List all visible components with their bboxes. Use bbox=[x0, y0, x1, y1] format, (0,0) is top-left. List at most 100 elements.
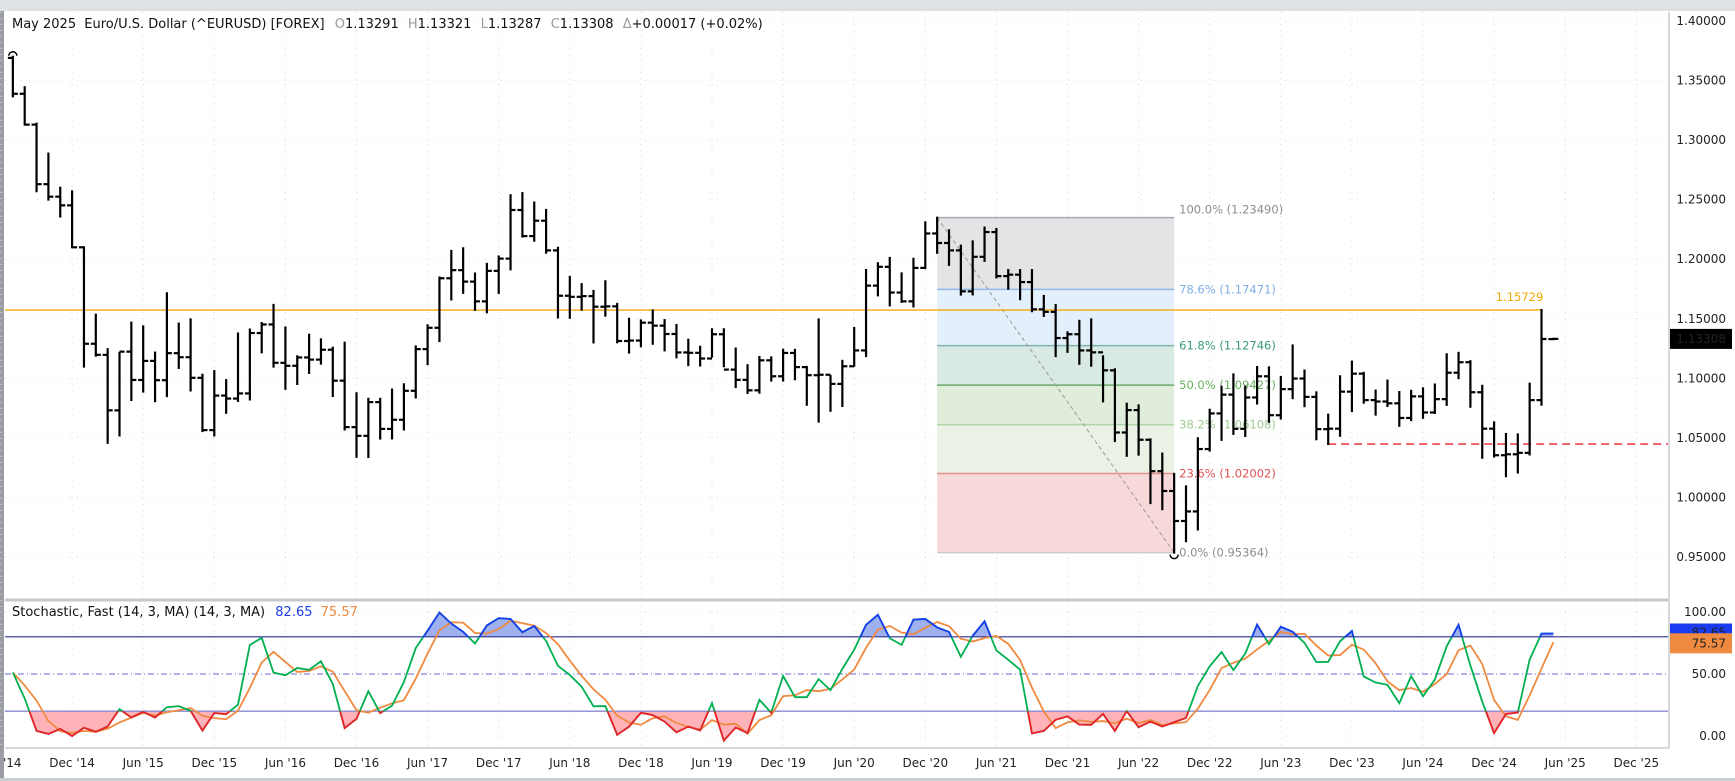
time-tick-label: Dec '20 bbox=[902, 756, 948, 770]
ohlc-bar bbox=[233, 332, 243, 402]
ohlc-bar bbox=[801, 365, 812, 406]
ohlc-bar bbox=[375, 397, 386, 440]
time-tick-label: Dec '15 bbox=[191, 756, 237, 770]
ohlc-bar bbox=[1216, 385, 1227, 441]
high-key: H bbox=[408, 17, 418, 32]
price-tick-label: 1.30000 bbox=[1676, 133, 1726, 147]
bottom-border bbox=[0, 778, 1735, 781]
ohlc-bar bbox=[600, 280, 611, 317]
ohlc-bar bbox=[635, 319, 646, 348]
ohlc-bar bbox=[1275, 375, 1286, 420]
ohlc-bar bbox=[529, 201, 540, 242]
ohlc-bar bbox=[280, 326, 291, 390]
ohlc-bar bbox=[7, 55, 18, 98]
open-key: O bbox=[335, 17, 345, 32]
time-tick-label: Jun '17 bbox=[406, 756, 448, 770]
ohlc-bar bbox=[1548, 337, 1559, 341]
ohlc-bar bbox=[351, 392, 362, 458]
stochastic-tick-label: 0.00 bbox=[1699, 729, 1726, 743]
ohlc-bar bbox=[173, 322, 184, 369]
ohlc-bar bbox=[1109, 368, 1120, 443]
time-tick-label: Jun '16 bbox=[264, 756, 306, 770]
ohlc-bar bbox=[43, 152, 54, 201]
ohlc-bar bbox=[1240, 385, 1251, 437]
fib-level-label: 100.0% (1.23490) bbox=[1179, 203, 1283, 217]
gridlines bbox=[0, 12, 1669, 747]
ohlc-bar bbox=[1335, 375, 1346, 437]
ohlc-bar bbox=[1311, 391, 1322, 441]
ohlc-bar bbox=[221, 379, 232, 414]
open-value: 1.13291 bbox=[345, 17, 399, 32]
ohlc-bar bbox=[778, 348, 789, 382]
ohlc-bar bbox=[244, 328, 255, 401]
ohlc-bar bbox=[268, 303, 279, 368]
change-key: Δ bbox=[623, 17, 632, 32]
ohlc-bar bbox=[1477, 384, 1488, 459]
ohlc-bar bbox=[1263, 366, 1274, 423]
ohlc-bar bbox=[564, 275, 575, 319]
stochastic-d-value: 75.57 bbox=[321, 605, 358, 620]
left-border bbox=[0, 11, 4, 781]
ohlc-bar bbox=[1382, 379, 1393, 408]
ohlc-bar bbox=[541, 208, 552, 254]
close-value: 1.13308 bbox=[560, 17, 614, 32]
ohlc-bar bbox=[1453, 351, 1464, 380]
ohlc-bar bbox=[1204, 408, 1215, 452]
ohlc-bar bbox=[932, 216, 943, 254]
ohlc-bar bbox=[1500, 432, 1511, 478]
price-tick-label: 0.95000 bbox=[1676, 550, 1726, 564]
ohlc-bar bbox=[884, 256, 895, 307]
price-tick-label: 1.35000 bbox=[1676, 74, 1726, 88]
ohlc-bar bbox=[896, 272, 907, 303]
ohlc-bar bbox=[1098, 351, 1109, 403]
ohlc-bar bbox=[1358, 371, 1369, 404]
stochastic-k-value: 82.65 bbox=[275, 605, 312, 620]
ohlc-bar bbox=[209, 370, 220, 437]
ohlc-bar bbox=[718, 328, 729, 371]
oversold-fill bbox=[12, 711, 1554, 741]
ohlc-bar bbox=[1465, 360, 1476, 408]
time-axis[interactable]: Jun '14 Dec '14 Jun '15 Dec '15 Jun '16 Dec '… bbox=[0, 756, 1659, 770]
horizontal-lines[interactable]: 1.15729 bbox=[5, 290, 1669, 445]
ohlc-bar bbox=[766, 356, 777, 382]
fibonacci-retracement[interactable]: 100.0% (1.23490) 78.6% (1.17471) 61.8% (1.… bbox=[936, 203, 1283, 560]
time-tick-label: Dec '16 bbox=[334, 756, 380, 770]
ohlc-bar bbox=[161, 292, 172, 398]
ohlc-bar bbox=[967, 240, 978, 296]
fib-trend-line bbox=[936, 217, 1175, 553]
ohlc-bar bbox=[1287, 344, 1298, 400]
price-axis[interactable]: 1.40000 1.35000 1.30000 1.25000 1.20000 1.150… bbox=[1670, 14, 1732, 564]
fib-level-label: 78.6% (1.17471) bbox=[1179, 282, 1276, 296]
ohlc-bar bbox=[730, 347, 741, 389]
pivot-high-marker bbox=[8, 50, 18, 56]
ohlc-bar bbox=[1133, 404, 1144, 456]
ohlc-bar bbox=[150, 351, 161, 403]
time-tick-label: Dec '25 bbox=[1613, 756, 1659, 770]
time-tick-label: Jun '21 bbox=[975, 756, 1017, 770]
ohlc-bar bbox=[695, 345, 706, 367]
time-tick-label: Dec '22 bbox=[1187, 756, 1233, 770]
low-value: 1.13287 bbox=[488, 17, 542, 32]
ohlc-bar bbox=[481, 262, 492, 314]
ohlc-bar bbox=[339, 341, 350, 431]
ohlc-bar bbox=[434, 276, 445, 343]
stochastic-tick-label: 100.00 bbox=[1684, 605, 1726, 619]
ohlc-bar bbox=[576, 283, 587, 311]
ohlc-bar bbox=[707, 328, 717, 360]
fib-level-label: 0.0% (0.95364) bbox=[1179, 546, 1268, 560]
ohlc-bar bbox=[955, 244, 966, 296]
ohlc-bar bbox=[505, 194, 516, 271]
ohlc-bar bbox=[1181, 485, 1191, 543]
ohlc-bar bbox=[742, 364, 753, 394]
ohlc-bar bbox=[1003, 269, 1014, 290]
ohlc-bar bbox=[1429, 383, 1440, 414]
ohlc-bar bbox=[31, 122, 42, 193]
fib-zone bbox=[937, 424, 1175, 474]
symbol-label: Euro/U.S. Dollar (^EURUSD) [FOREX] bbox=[84, 17, 324, 32]
ohlc-bar bbox=[920, 221, 931, 270]
ohlc-bar bbox=[1536, 309, 1547, 406]
ohlc-bar bbox=[315, 338, 326, 365]
ohlc-bar bbox=[1121, 402, 1132, 457]
